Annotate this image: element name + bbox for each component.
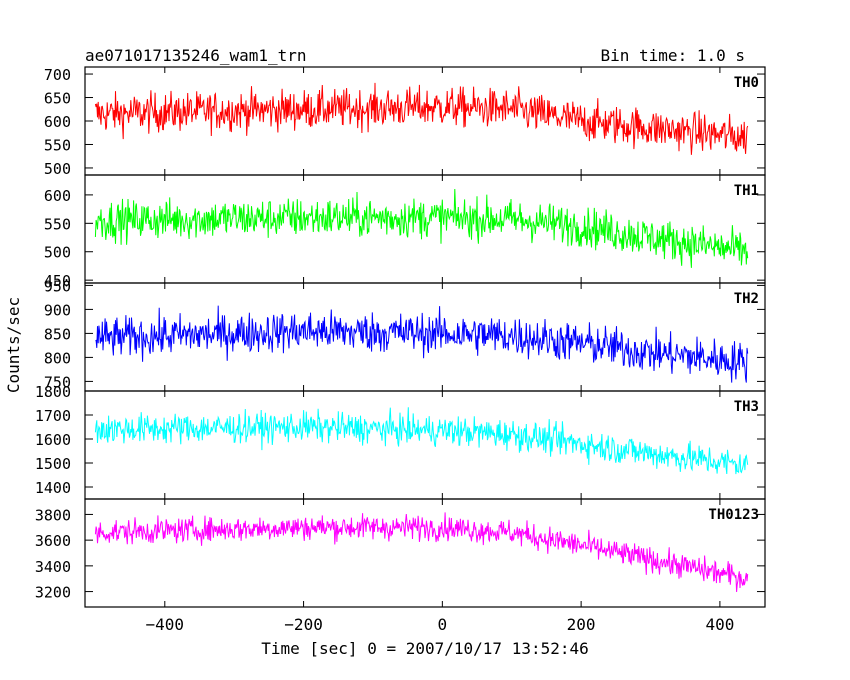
series-line-th2 bbox=[95, 305, 749, 383]
x-tick-label: −400 bbox=[146, 615, 185, 634]
y-tick-label: 450 bbox=[44, 272, 71, 290]
y-tick-label: 800 bbox=[44, 349, 71, 367]
y-tick-label: 950 bbox=[44, 277, 71, 295]
chart-subtitle: Bin time: 1.0 s bbox=[601, 46, 746, 65]
y-tick-label: 900 bbox=[44, 301, 71, 319]
y-tick-label: 750 bbox=[44, 373, 71, 391]
series-line-th0123 bbox=[94, 512, 749, 593]
y-tick-label: 1700 bbox=[35, 407, 71, 425]
x-tick-label: 400 bbox=[705, 615, 734, 634]
panel-frame bbox=[84, 498, 766, 608]
panel-label: TH3 bbox=[734, 399, 759, 415]
y-tick-label: 1600 bbox=[35, 431, 71, 449]
y-tick-label: 500 bbox=[44, 160, 71, 178]
y-tick-label: 600 bbox=[44, 113, 71, 131]
series-line-th0 bbox=[94, 82, 749, 155]
panel-label: TH1 bbox=[734, 183, 759, 199]
y-tick-label: 3800 bbox=[35, 506, 71, 524]
panel-label: TH2 bbox=[734, 291, 759, 307]
y-tick-label: 500 bbox=[44, 244, 71, 262]
x-tick-label: −200 bbox=[284, 615, 323, 634]
x-tick-label: 0 bbox=[438, 615, 448, 634]
y-tick-label: 700 bbox=[44, 66, 71, 84]
panel-label: TH0123 bbox=[708, 507, 759, 523]
y-tick-label: 3200 bbox=[35, 584, 71, 602]
y-tick-label: 1400 bbox=[35, 479, 71, 497]
y-tick-label: 850 bbox=[44, 325, 71, 343]
y-tick-label: 3400 bbox=[35, 558, 71, 576]
series-line-th1 bbox=[94, 188, 749, 268]
y-tick-label: 1500 bbox=[35, 455, 71, 473]
x-axis-label: Time [sec] 0 = 2007/10/17 13:52:46 bbox=[261, 639, 589, 658]
y-tick-label: 1800 bbox=[35, 383, 71, 401]
chart-panels: 500 550 600 650 700 TH0 450 500 550 600 TH1 750 800 8… bbox=[35, 66, 766, 608]
panel-th1: 450 500 550 600 TH1 bbox=[44, 174, 766, 290]
chart-title: ae071017135246_wam1_trn bbox=[85, 46, 307, 65]
x-axis: −400 −200 0 200 400 bbox=[146, 615, 735, 634]
y-tick-label: 3600 bbox=[35, 532, 71, 550]
panel-th3: 1400 1500 1600 1700 1800 TH3 bbox=[35, 383, 766, 500]
y-tick-label: 550 bbox=[44, 215, 71, 233]
panel-label: TH0 bbox=[734, 75, 759, 91]
panel-th0123: 3200 3400 3600 3800 TH0123 bbox=[35, 498, 766, 608]
y-tick-label: 600 bbox=[44, 187, 71, 205]
y-tick-label: 550 bbox=[44, 136, 71, 154]
panel-frame bbox=[84, 390, 766, 500]
panel-th0: 500 550 600 650 700 TH0 bbox=[44, 66, 766, 178]
y-axis-label: Counts/sec bbox=[4, 297, 23, 393]
y-tick-label: 650 bbox=[44, 90, 71, 108]
panel-th2: 750 800 850 900 950 TH2 bbox=[44, 277, 766, 392]
x-tick-label: 200 bbox=[567, 615, 596, 634]
series-line-th3 bbox=[94, 407, 749, 475]
